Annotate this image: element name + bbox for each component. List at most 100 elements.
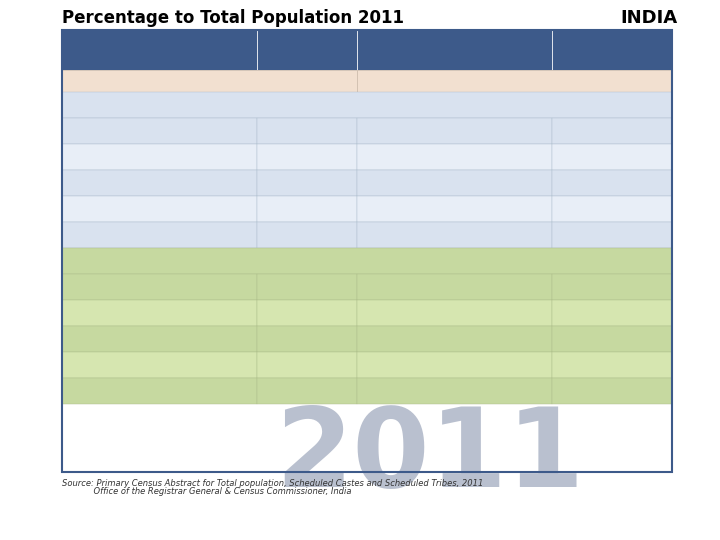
Bar (257, 274, 357, 300)
Text: Himachal Pradesh: Himachal Pradesh (67, 151, 174, 164)
Text: State/
Union Territory #: State/ Union Territory # (106, 39, 213, 61)
Bar (552, 326, 672, 352)
Bar (552, 118, 672, 144)
Bar (62, 144, 257, 170)
Text: Percentage: Percentage (271, 45, 343, 55)
Text: Office of the Registrar General & Census Commissioner, India: Office of the Registrar General & Census… (62, 488, 351, 496)
Bar (357, 300, 552, 326)
Bar (62, 170, 257, 196)
Text: 94.8: 94.8 (294, 280, 320, 294)
Text: 31.9: 31.9 (294, 125, 320, 138)
Bar (357, 326, 552, 352)
Bar (257, 30, 357, 70)
Text: Top 5: Top 5 (194, 75, 225, 87)
Text: 20.2: 20.2 (294, 228, 320, 241)
Text: West Bengal: West Bengal (67, 177, 140, 190)
Bar (552, 274, 672, 300)
Text: 1.5: 1.5 (603, 359, 621, 372)
Bar (552, 30, 672, 70)
Bar (62, 378, 257, 404)
Text: 1.7: 1.7 (603, 177, 621, 190)
Bar (357, 170, 552, 196)
Bar (357, 196, 552, 222)
Text: Meghalaya: Meghalaya (67, 359, 132, 372)
Bar (552, 196, 672, 222)
Bar (357, 352, 552, 378)
Bar (552, 144, 672, 170)
Text: Percentage: Percentage (577, 45, 647, 55)
Text: Uttarakhand: Uttarakhand (362, 384, 436, 397)
Bar (62, 92, 672, 118)
Bar (62, 300, 257, 326)
Bar (257, 352, 357, 378)
Text: 1.8: 1.8 (603, 202, 621, 215)
Text: 1.3: 1.3 (603, 333, 621, 346)
Text: Mizoram: Mizoram (362, 125, 413, 138)
Text: Tamil Nadu: Tamil Nadu (362, 307, 428, 320)
Text: 68.8: 68.8 (294, 384, 320, 397)
Text: 86.5: 86.5 (294, 333, 320, 346)
Text: 2.5: 2.5 (603, 228, 621, 241)
Bar (257, 170, 357, 196)
Bar (357, 222, 552, 248)
Text: 23.5: 23.5 (294, 177, 320, 190)
Text: Arunachal Pradesh: Arunachal Pradesh (67, 384, 178, 397)
Bar (552, 222, 672, 248)
Text: Bihar: Bihar (362, 333, 393, 346)
Text: 86.1: 86.1 (294, 359, 320, 372)
Bar (62, 196, 257, 222)
Bar (62, 274, 257, 300)
Text: Haryana: Haryana (67, 228, 117, 241)
Bar (257, 196, 357, 222)
Bar (62, 326, 257, 352)
Bar (257, 222, 357, 248)
Bar (257, 378, 357, 404)
Text: 20.7: 20.7 (294, 202, 320, 215)
Text: Punjab: Punjab (67, 125, 107, 138)
Text: 0.6: 0.6 (603, 280, 621, 294)
Text: 2011: 2011 (276, 403, 585, 510)
Text: INDIA: INDIA (620, 9, 677, 27)
Text: D & N Haveli #: D & N Haveli # (362, 202, 451, 215)
Text: Goa: Goa (362, 177, 385, 190)
Bar (357, 274, 552, 300)
Text: 1.1: 1.1 (603, 307, 621, 320)
Bar (62, 30, 672, 472)
Bar (62, 248, 672, 274)
Text: Mizoram: Mizoram (67, 307, 117, 320)
Bar (552, 378, 672, 404)
Text: Source: Primary Census Abstract for Total population, Scheduled Castes and Sched: Source: Primary Census Abstract for Tota… (62, 478, 483, 488)
Text: Scheduled Tribes: Scheduled Tribes (300, 254, 433, 268)
Bar (62, 222, 257, 248)
Text: Uttar Pradesh: Uttar Pradesh (67, 202, 148, 215)
Bar (257, 326, 357, 352)
Text: 94.4: 94.4 (294, 307, 320, 320)
Text: State/
Union Territory #: State/ Union Territory # (401, 39, 508, 61)
Bar (357, 118, 552, 144)
Text: Kerala: Kerala (362, 359, 399, 372)
Bar (62, 70, 357, 92)
Text: Nagaland: Nagaland (67, 333, 123, 346)
Bar (62, 30, 257, 70)
Bar (357, 144, 552, 170)
Bar (257, 118, 357, 144)
Bar (357, 378, 552, 404)
Text: Percentage to Total Population 2011: Percentage to Total Population 2011 (62, 9, 404, 27)
Text: Lakshadweep #: Lakshadweep # (67, 280, 161, 294)
Bar (62, 352, 257, 378)
Text: 0.6: 0.6 (603, 151, 621, 164)
Bar (357, 30, 552, 70)
Text: Scheduled Castes: Scheduled Castes (297, 98, 436, 112)
Text: Uttar Pradesh: Uttar Pradesh (362, 280, 444, 294)
Text: Daman & Diu #: Daman & Diu # (362, 228, 455, 241)
Bar (257, 144, 357, 170)
Text: 2.9: 2.9 (603, 384, 621, 397)
Bar (552, 300, 672, 326)
Bar (257, 300, 357, 326)
Text: 0.1: 0.1 (603, 125, 621, 138)
Text: Meghalaya: Meghalaya (362, 151, 426, 164)
Bar (552, 170, 672, 196)
Bar (357, 70, 672, 92)
Text: 25.2: 25.2 (294, 151, 320, 164)
Text: Bottom 5: Bottom 5 (487, 75, 541, 87)
